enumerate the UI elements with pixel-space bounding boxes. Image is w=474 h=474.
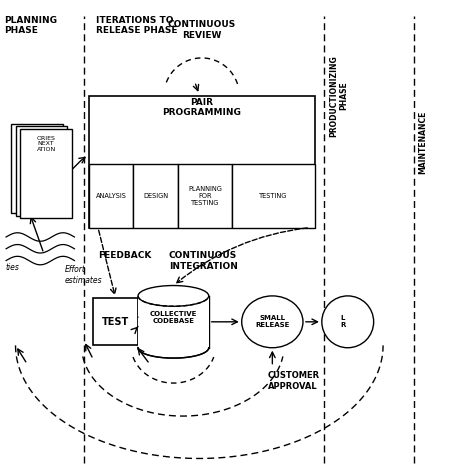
Text: MAINTENANCE: MAINTENANCE (419, 111, 428, 174)
Text: DESIGN: DESIGN (143, 193, 168, 199)
Bar (11, 124, 63, 213)
Ellipse shape (242, 296, 303, 348)
Bar (89, 96, 315, 228)
Ellipse shape (138, 285, 209, 306)
Text: PLANNING
FOR
TESTING: PLANNING FOR TESTING (188, 186, 222, 206)
Text: ties: ties (5, 263, 19, 272)
Text: COLLECTIVE
CODEBASE: COLLECTIVE CODEBASE (150, 310, 197, 324)
Bar (16, 126, 67, 216)
Text: L
R: L R (340, 315, 346, 328)
Text: PRODUCTIONIZING
PHASE: PRODUCTIONIZING PHASE (329, 55, 348, 137)
Bar (133, 164, 178, 228)
Bar (178, 164, 232, 228)
Bar (232, 164, 315, 228)
Text: SMALL
RELEASE: SMALL RELEASE (255, 315, 290, 328)
Bar (93, 298, 138, 346)
Ellipse shape (322, 296, 374, 348)
Text: FEEDBACK: FEEDBACK (98, 251, 151, 260)
Text: ITERATIONS TO
RELEASE PHASE: ITERATIONS TO RELEASE PHASE (96, 16, 177, 35)
Text: Effort
estimates: Effort estimates (65, 265, 103, 285)
Bar (20, 128, 72, 218)
Text: ORIES
NEXT
ATION: ORIES NEXT ATION (36, 136, 56, 152)
Text: TEST: TEST (102, 317, 129, 327)
Bar (138, 296, 209, 348)
Text: CUSTOMER
APPROVAL: CUSTOMER APPROVAL (268, 371, 320, 391)
Text: PAIR
PROGRAMMING: PAIR PROGRAMMING (162, 98, 241, 118)
Text: CONTINUOUS
INTEGRATION: CONTINUOUS INTEGRATION (169, 251, 237, 271)
Text: ANALYSIS: ANALYSIS (95, 193, 127, 199)
Bar (89, 164, 133, 228)
Text: CONTINUOUS
REVIEW: CONTINUOUS REVIEW (167, 20, 236, 40)
Text: TESTING: TESTING (259, 193, 288, 199)
Text: PLANNING
PHASE: PLANNING PHASE (4, 16, 57, 35)
